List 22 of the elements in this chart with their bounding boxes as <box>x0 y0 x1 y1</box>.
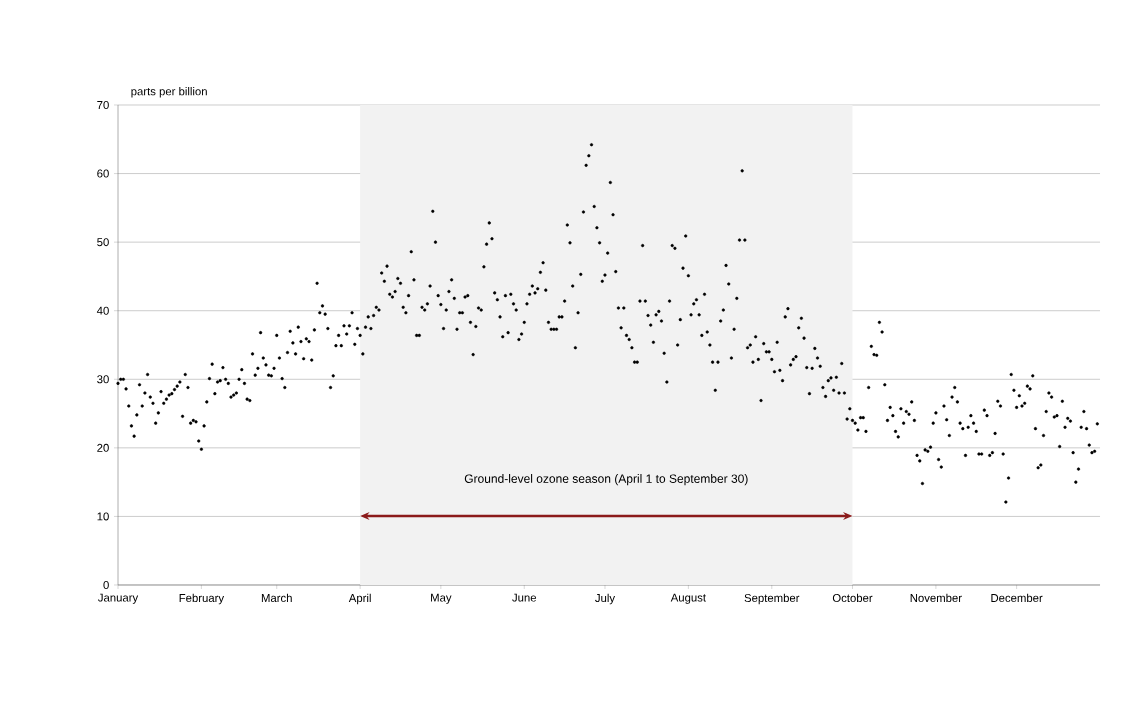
x-tick-label: November <box>910 593 962 603</box>
y-tick-label: 0 <box>103 580 109 589</box>
x-tick-label: August <box>670 593 706 604</box>
y-tick-label: 60 <box>97 169 109 178</box>
x-tick-label: April <box>348 593 371 605</box>
y-tick-label: 50 <box>97 238 109 247</box>
x-tick-label: May <box>431 593 452 604</box>
y-tick-label: 10 <box>97 512 109 521</box>
band-label: Ground-level ozone season (April 1 to September 30) <box>464 474 748 486</box>
x-tick-label: October <box>832 593 873 603</box>
x-tick-label: September <box>744 593 800 605</box>
y-tick-label: 70 <box>97 100 109 109</box>
x-tick-label: March <box>261 593 292 603</box>
y-tick-label: 30 <box>97 375 109 384</box>
x-tick-label: December <box>991 593 1043 603</box>
x-tick-label: February <box>179 593 225 605</box>
x-tick-label: January <box>98 593 139 604</box>
y-tick-label: 40 <box>96 306 109 315</box>
y-tick-label: 20 <box>97 443 109 452</box>
x-tick-label: July <box>595 593 616 605</box>
y-axis-title: parts per billion <box>131 87 207 98</box>
x-tick-label: June <box>512 593 537 602</box>
